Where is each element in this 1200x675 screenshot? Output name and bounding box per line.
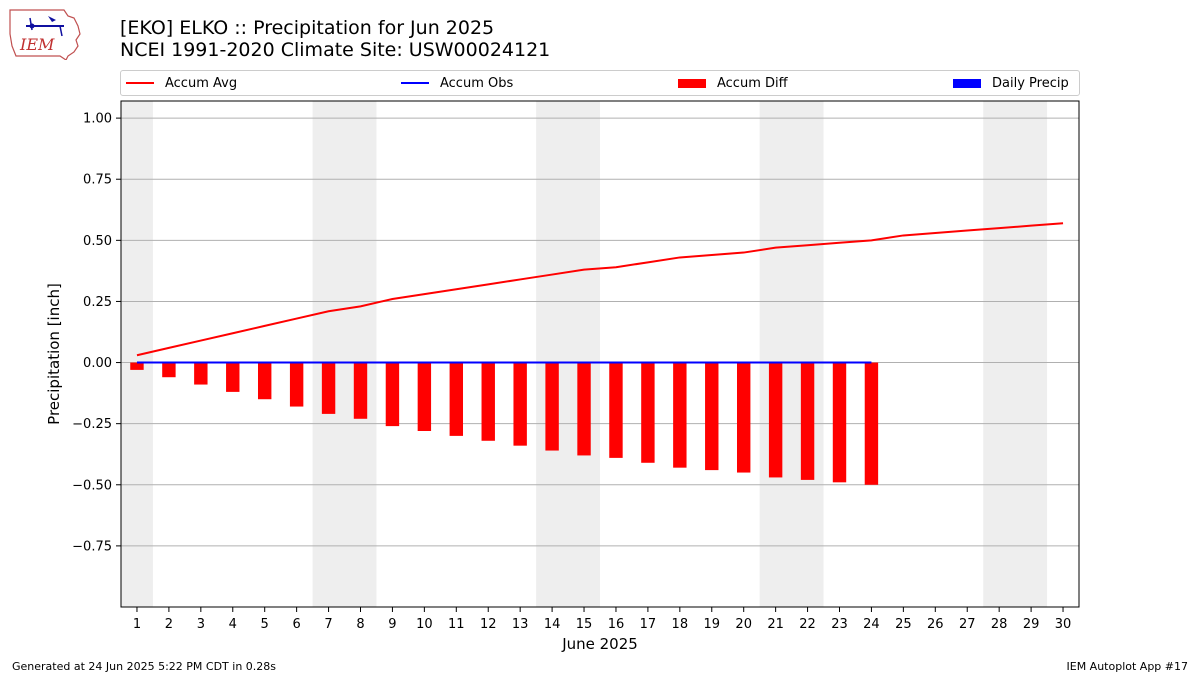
bar-accum-diff (800, 362, 815, 480)
bar-accum-diff (864, 362, 879, 485)
y-tick-label: 1.00 (83, 112, 112, 127)
x-tick-label: 10 (416, 617, 433, 632)
x-tick-label: 30 (1055, 617, 1072, 632)
weekend-band (759, 101, 824, 607)
legend-swatch-accum-obs (401, 82, 429, 84)
x-tick-label: 12 (480, 617, 497, 632)
x-tick-label: 5 (261, 617, 269, 632)
x-tick-label: 28 (991, 617, 1008, 632)
x-tick-label: 19 (703, 617, 720, 632)
svg-text:IEM: IEM (19, 35, 55, 54)
x-tick-label: 2 (165, 617, 173, 632)
x-tick-label: 4 (229, 617, 237, 632)
y-tick-label: 0.50 (83, 234, 112, 249)
plot-frame (120, 100, 1080, 608)
y-tick-label: −0.25 (72, 417, 112, 432)
x-tick-label: 20 (735, 617, 752, 632)
line-accum-avg (136, 222, 1064, 357)
bar-accum-diff (641, 362, 655, 463)
y-tick-label: 0.75 (83, 173, 112, 188)
legend-swatch-accum-diff (678, 78, 706, 88)
x-tick-label: 6 (292, 617, 300, 632)
x-tick-label: 22 (799, 617, 816, 632)
bar-accum-diff (832, 362, 847, 483)
legend-label-accum-diff: Accum Diff (717, 75, 788, 91)
x-tick-label: 9 (388, 617, 396, 632)
x-tick-label: 7 (324, 617, 332, 632)
autoplot-app-label: IEM Autoplot App #17 (1066, 660, 1189, 673)
x-tick-label: 26 (927, 617, 944, 632)
y-tick-label: 0.25 (83, 295, 112, 310)
bar-accum-diff (577, 362, 591, 456)
bar-accum-diff (257, 362, 272, 400)
y-axis-label: Precipitation [inch] (45, 283, 63, 425)
chart-title: [EKO] ELKO :: Precipitation for Jun 2025 (120, 17, 495, 39)
x-tick-label: 21 (767, 617, 784, 632)
bar-accum-diff (417, 362, 432, 431)
y-tick-label: 0.00 (83, 356, 112, 371)
bar-accum-diff (194, 362, 208, 385)
legend-label-accum-avg: Accum Avg (165, 75, 238, 91)
chart-subtitle: NCEI 1991-2020 Climate Site: USW00024121 (120, 39, 551, 61)
x-tick-label: 8 (356, 617, 364, 632)
legend-item-accum-obs: Accum Obs (401, 71, 513, 95)
x-tick-label: 27 (959, 617, 976, 632)
bar-accum-diff (736, 362, 751, 473)
x-axis-label: June 2025 (561, 635, 638, 653)
x-tick-label: 13 (512, 617, 529, 632)
bar-accum-diff (162, 362, 176, 378)
chart-legend: Accum Avg Accum Obs Accum Diff Daily Pre… (120, 70, 1080, 96)
bar-accum-diff (353, 362, 368, 419)
weekend-band (983, 101, 1048, 607)
x-tick-label: 18 (672, 617, 689, 632)
bar-accum-diff (321, 362, 336, 414)
legend-item-accum-avg: Accum Avg (126, 71, 237, 95)
x-tick-label: 1 (133, 617, 141, 632)
y-tick-label: −0.50 (72, 478, 112, 493)
iem-iowa-logo-icon: IEM (9, 9, 81, 60)
bar-accum-diff (545, 362, 559, 451)
bar-accum-diff (226, 362, 240, 392)
bar-accum-diff (289, 362, 304, 407)
generated-timestamp: Generated at 24 Jun 2025 5:22 PM CDT in … (12, 660, 277, 673)
legend-item-accum-diff: Accum Diff (678, 71, 788, 95)
bar-accum-diff (481, 362, 495, 441)
x-tick-label: 25 (895, 617, 912, 632)
x-tick-label: 16 (608, 617, 625, 632)
bar-accum-diff (130, 362, 144, 370)
bar-accum-diff (768, 362, 783, 478)
x-tick-label: 14 (544, 617, 561, 632)
x-tick-label: 24 (863, 617, 880, 632)
bar-accum-diff (705, 362, 719, 471)
x-tick-label: 15 (576, 617, 593, 632)
weekend-band (121, 101, 153, 607)
weekend-band (536, 101, 600, 607)
bar-accum-diff (609, 362, 623, 458)
x-tick-label: 3 (197, 617, 205, 632)
bar-accum-diff (449, 362, 464, 436)
x-tick-label: 11 (448, 617, 465, 632)
legend-label-daily-precip: Daily Precip (992, 75, 1069, 91)
legend-swatch-accum-avg (126, 82, 154, 84)
bar-accum-diff (385, 362, 400, 427)
weekend-band (312, 101, 377, 607)
y-tick-label: −0.75 (72, 539, 112, 554)
legend-item-daily-precip: Daily Precip (953, 71, 1069, 95)
x-tick-label: 23 (831, 617, 848, 632)
legend-swatch-daily-precip (953, 78, 981, 88)
legend-label-accum-obs: Accum Obs (440, 75, 514, 91)
x-tick-label: 29 (1023, 617, 1040, 632)
bar-accum-diff (673, 362, 687, 468)
bar-accum-diff (513, 362, 527, 446)
x-tick-label: 17 (640, 617, 657, 632)
